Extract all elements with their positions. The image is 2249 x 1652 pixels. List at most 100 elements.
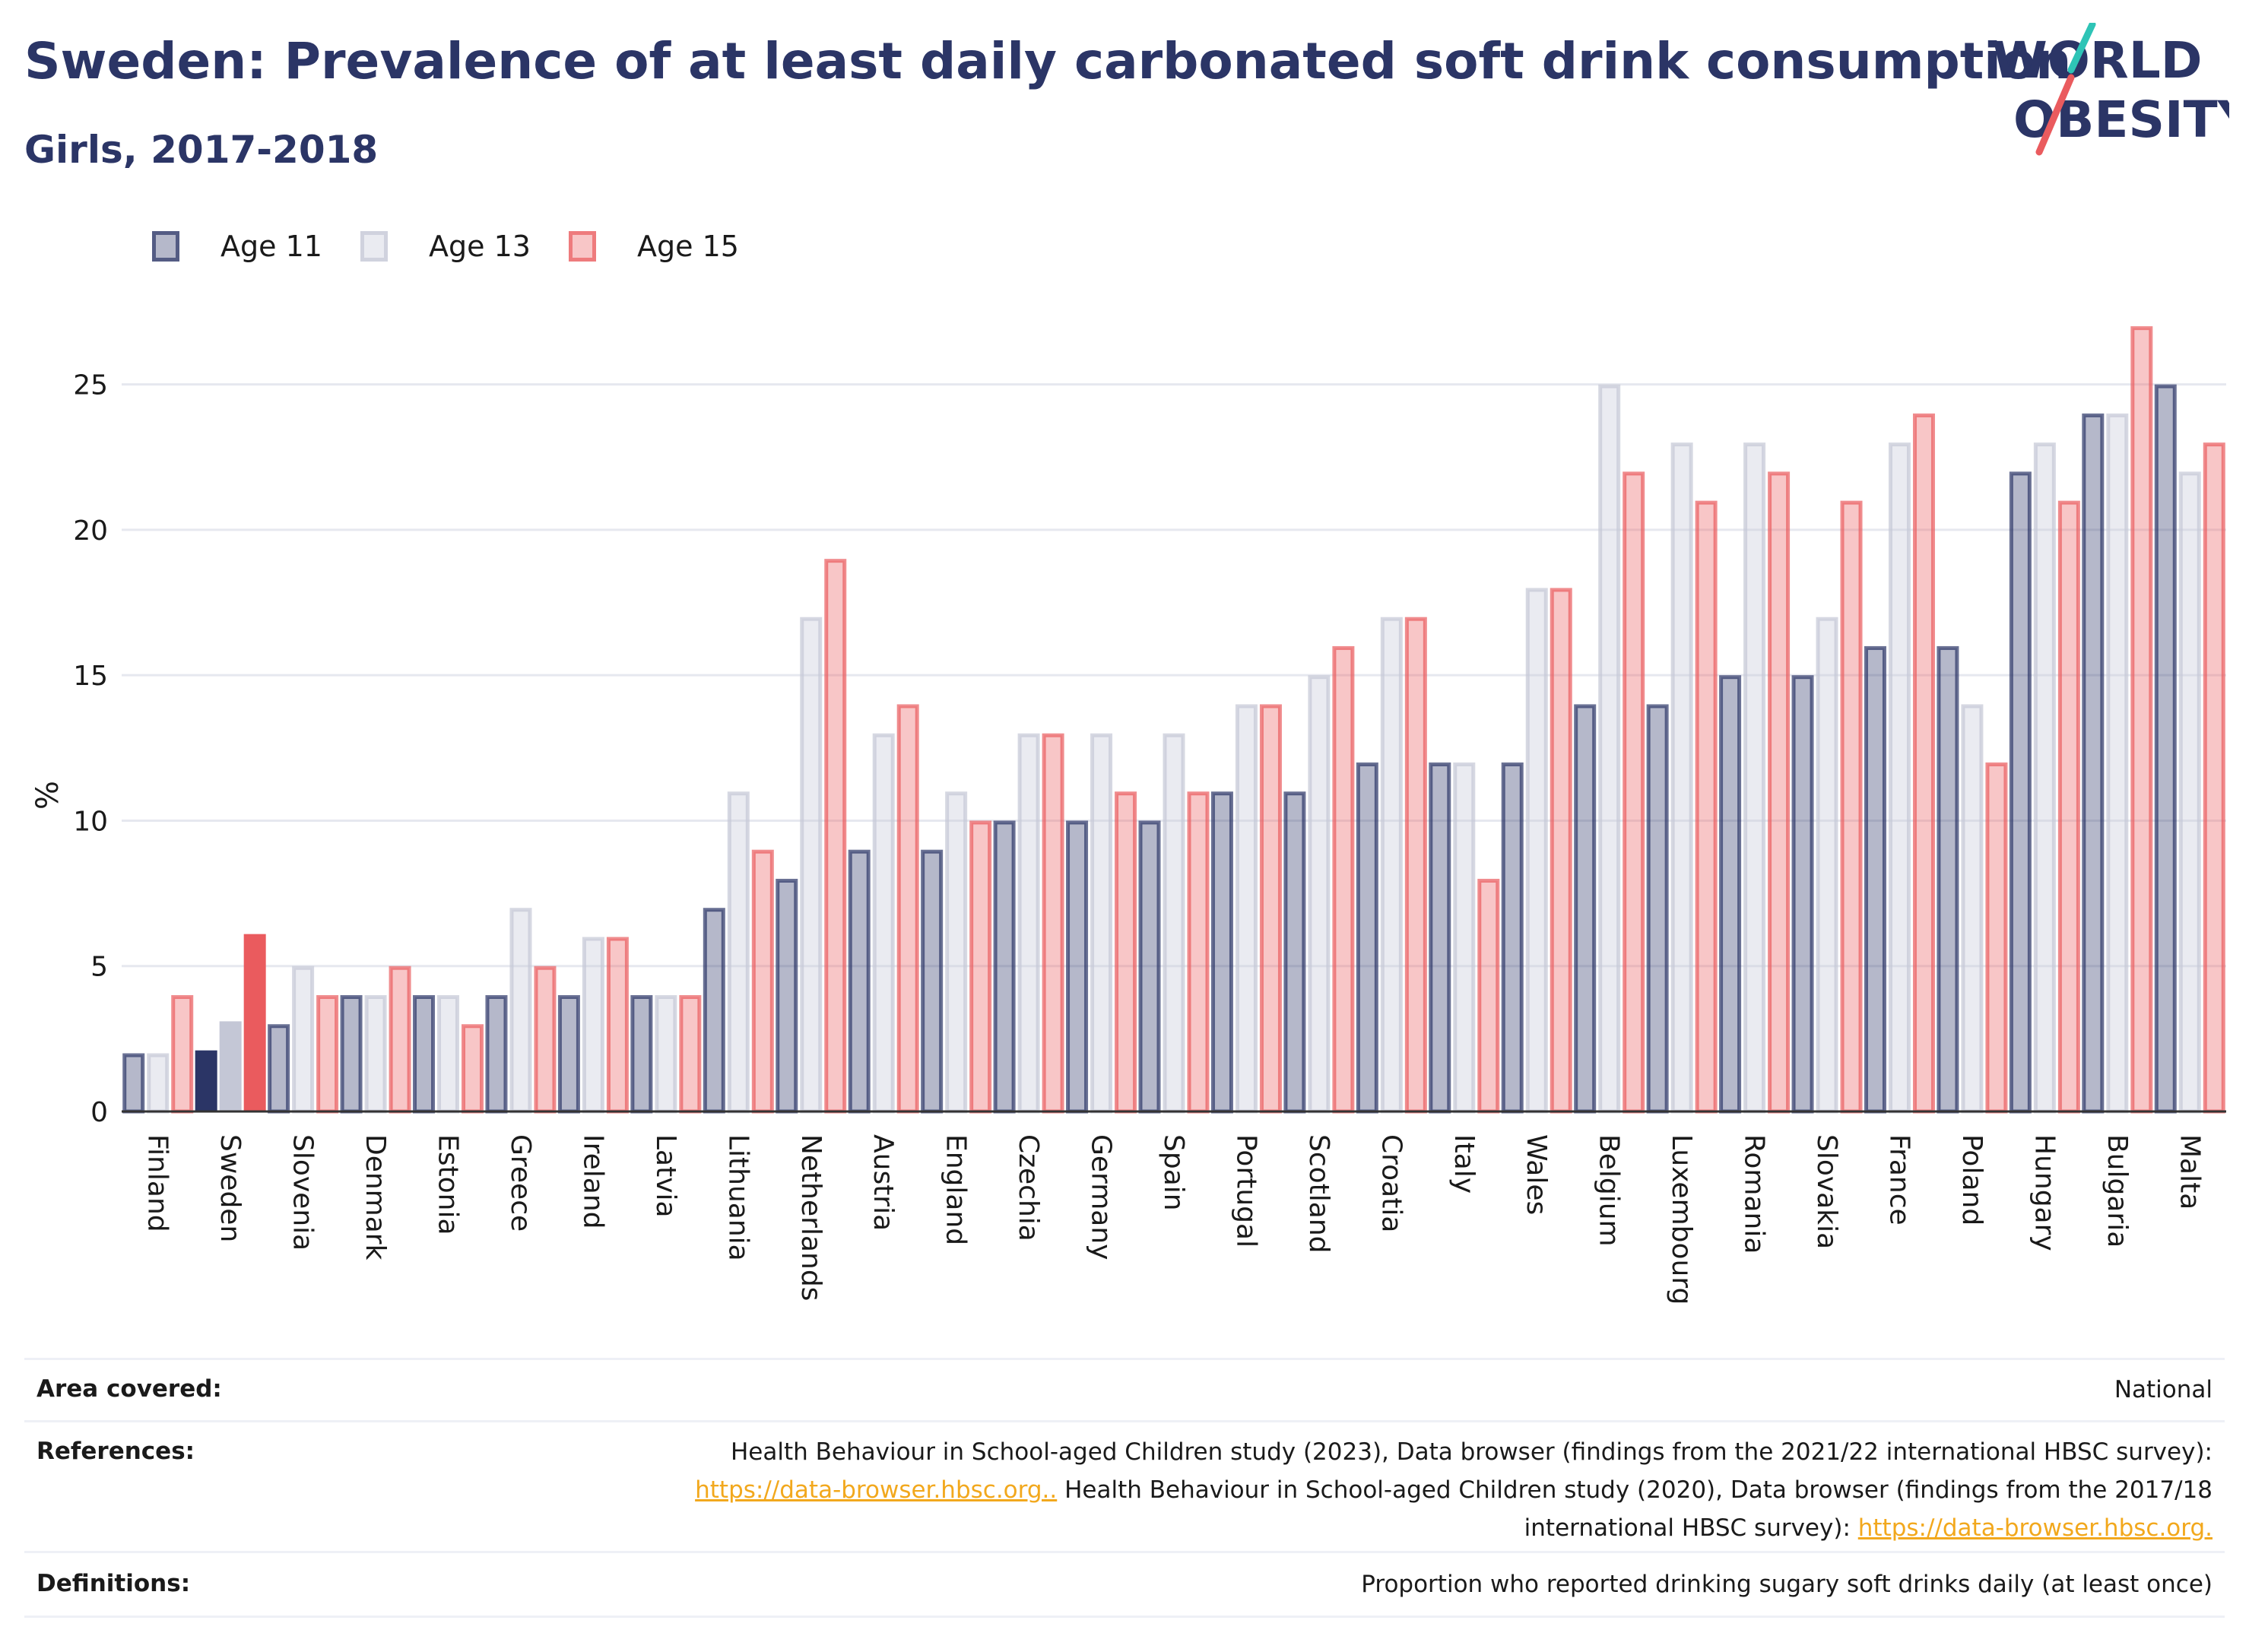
bar-wales-age-13[interactable] — [1525, 588, 1548, 1114]
bar-hungary-age-13[interactable] — [2033, 442, 2056, 1114]
bar-greece-age-15[interactable] — [534, 966, 557, 1114]
bar-ireland-age-15[interactable] — [606, 937, 629, 1114]
bar-austria-age-13[interactable] — [872, 733, 895, 1114]
area-covered-value: National — [2114, 1376, 2213, 1403]
bar-wales-age-11[interactable] — [1501, 762, 1524, 1114]
bar-bulgaria-age-15[interactable] — [2130, 326, 2153, 1114]
bar-poland-age-15[interactable] — [1985, 762, 2008, 1114]
bar-netherlands-age-15[interactable] — [824, 559, 847, 1114]
references-line-1: Health Behaviour in School-aged Children… — [731, 1438, 2213, 1466]
x-tick-label: Latvia — [650, 1134, 681, 1218]
bar-netherlands-age-13[interactable] — [800, 617, 823, 1114]
bar-lithuania-age-15[interactable] — [751, 849, 774, 1114]
bar-england-age-15[interactable] — [969, 820, 992, 1114]
bar-portugal-age-11[interactable] — [1210, 791, 1233, 1114]
bar-poland-age-13[interactable] — [1961, 704, 1984, 1114]
bar-denmark-age-13[interactable] — [364, 994, 387, 1114]
bar-england-age-13[interactable] — [945, 791, 968, 1114]
bar-luxembourg-age-13[interactable] — [1670, 442, 1693, 1114]
bar-spain-age-15[interactable] — [1187, 791, 1210, 1114]
bar-lithuania-age-13[interactable] — [727, 791, 750, 1114]
bar-czechia-age-13[interactable] — [1017, 733, 1040, 1114]
bar-estonia-age-13[interactable] — [437, 994, 460, 1114]
bar-chart: 0 5 10 15 20 25% Finland Sweden Slovenia Denmark E… — [30, 326, 2226, 1305]
bar-italy-age-15[interactable] — [1477, 878, 1500, 1114]
bar-finland-age-13[interactable] — [147, 1053, 170, 1114]
bar-croatia-age-11[interactable] — [1356, 762, 1378, 1114]
bar-czechia-age-11[interactable] — [993, 820, 1016, 1114]
bar-latvia-age-15[interactable] — [679, 994, 702, 1114]
bar-greece-age-11[interactable] — [485, 994, 508, 1114]
x-tick-label: Wales — [1521, 1134, 1552, 1215]
bar-france-age-11[interactable] — [1864, 645, 1886, 1114]
bar-slovakia-age-13[interactable] — [1816, 617, 1838, 1114]
bar-malta-age-13[interactable] — [2178, 471, 2201, 1114]
bar-estonia-age-15[interactable] — [462, 1024, 484, 1114]
y-tick-label: 15 — [73, 661, 108, 692]
bar-hungary-age-15[interactable] — [2057, 500, 2080, 1114]
bar-finland-age-15[interactable] — [171, 994, 194, 1114]
bar-slovenia-age-13[interactable] — [292, 966, 315, 1114]
bar-luxembourg-age-15[interactable] — [1695, 500, 1718, 1114]
bar-slovenia-age-15[interactable] — [316, 994, 339, 1114]
x-tick-label: Slovakia — [1811, 1134, 1842, 1249]
bar-denmark-age-11[interactable] — [340, 994, 363, 1114]
bar-sweden-age-11[interactable] — [195, 1050, 217, 1111]
bar-sweden-age-15[interactable] — [243, 934, 266, 1111]
bar-portugal-age-15[interactable] — [1259, 704, 1282, 1114]
x-tick-label: Germany — [1086, 1134, 1117, 1260]
bar-romania-age-13[interactable] — [1743, 442, 1766, 1114]
bar-poland-age-11[interactable] — [1937, 645, 1959, 1114]
bar-slovenia-age-11[interactable] — [268, 1024, 290, 1114]
bar-wales-age-15[interactable] — [1550, 588, 1572, 1114]
bar-netherlands-age-11[interactable] — [776, 878, 798, 1114]
bar-spain-age-13[interactable] — [1163, 733, 1185, 1114]
bar-lithuania-age-11[interactable] — [703, 908, 725, 1114]
bar-belgium-age-13[interactable] — [1598, 384, 1621, 1114]
bar-luxembourg-age-11[interactable] — [1646, 704, 1669, 1114]
bar-slovakia-age-11[interactable] — [1791, 675, 1814, 1114]
bar-spain-age-11[interactable] — [1138, 820, 1161, 1114]
bar-croatia-age-15[interactable] — [1404, 617, 1427, 1114]
bar-romania-age-15[interactable] — [1768, 471, 1791, 1114]
bar-denmark-age-15[interactable] — [389, 966, 411, 1114]
bar-austria-age-15[interactable] — [896, 704, 919, 1114]
bar-germany-age-13[interactable] — [1090, 733, 1113, 1114]
bar-latvia-age-13[interactable] — [655, 994, 677, 1114]
bar-belgium-age-15[interactable] — [1623, 471, 1645, 1114]
bar-malta-age-15[interactable] — [2203, 442, 2225, 1114]
bar-england-age-11[interactable] — [921, 849, 944, 1114]
x-tick-label: Estonia — [433, 1134, 464, 1235]
bar-germany-age-11[interactable] — [1066, 820, 1089, 1114]
bar-latvia-age-11[interactable] — [630, 994, 653, 1114]
bar-estonia-age-11[interactable] — [413, 994, 436, 1114]
bar-france-age-13[interactable] — [1888, 442, 1911, 1114]
bar-austria-age-11[interactable] — [848, 849, 871, 1114]
bar-bulgaria-age-11[interactable] — [2082, 413, 2105, 1114]
bar-italy-age-11[interactable] — [1429, 762, 1451, 1114]
bar-slovakia-age-15[interactable] — [1840, 500, 1863, 1114]
bar-croatia-age-13[interactable] — [1380, 617, 1403, 1114]
bar-greece-age-13[interactable] — [509, 908, 532, 1114]
bar-bulgaria-age-13[interactable] — [2106, 413, 2129, 1114]
bar-germany-age-15[interactable] — [1115, 791, 1137, 1114]
bar-hungary-age-11[interactable] — [2009, 471, 2032, 1114]
bar-ireland-age-13[interactable] — [582, 937, 604, 1114]
bar-ireland-age-11[interactable] — [557, 994, 580, 1114]
reference-link-1[interactable]: https://data-browser.hbsc.org.. — [695, 1476, 1058, 1504]
bar-romania-age-11[interactable] — [1719, 675, 1742, 1114]
bar-scotland-age-13[interactable] — [1308, 675, 1331, 1114]
bar-france-age-15[interactable] — [1912, 413, 1935, 1114]
bar-scotland-age-11[interactable] — [1283, 791, 1306, 1114]
reference-link-2[interactable]: https://data-browser.hbsc.org. — [1857, 1514, 2213, 1542]
bar-czechia-age-15[interactable] — [1042, 733, 1064, 1114]
bar-sweden-age-13[interactable] — [219, 1021, 242, 1111]
bar-belgium-age-11[interactable] — [1574, 704, 1597, 1114]
bar-malta-age-11[interactable] — [2154, 384, 2177, 1114]
bar-scotland-age-15[interactable] — [1332, 645, 1355, 1114]
bar-italy-age-13[interactable] — [1453, 762, 1476, 1114]
legend-swatch-age-11 — [152, 231, 179, 262]
references-label: References: — [36, 1438, 195, 1465]
bar-portugal-age-13[interactable] — [1235, 704, 1258, 1114]
bar-finland-age-11[interactable] — [122, 1053, 145, 1114]
